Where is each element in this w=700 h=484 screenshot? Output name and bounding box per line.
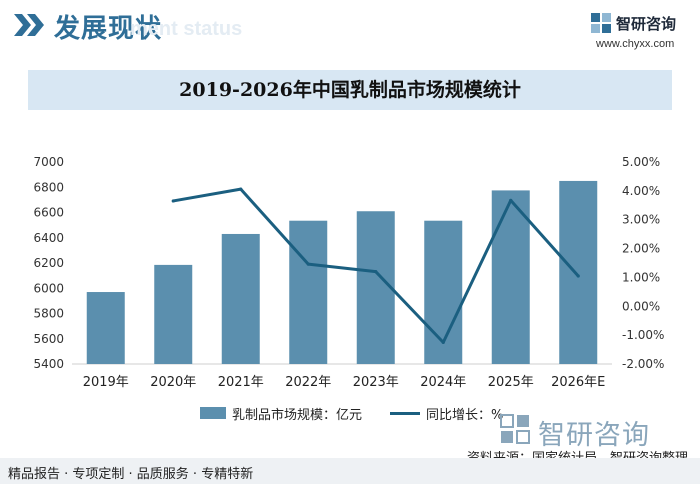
brand-logo-icon (591, 13, 611, 33)
y-right-tick-label: 5.00% (622, 155, 660, 169)
y-right-tick-label: 2.00% (622, 242, 660, 256)
y-left-tick-label: 6600 (33, 206, 64, 220)
y-right-tick-label: -1.00% (622, 328, 664, 342)
y-right-tick-label: 3.00% (622, 213, 660, 227)
y-left-tick-label: 6200 (33, 256, 64, 270)
line-point[interactable] (441, 340, 445, 344)
y-right-tick-label: -2.00% (622, 357, 664, 371)
line-point[interactable] (509, 198, 513, 202)
y-right-tick-label: 0.00% (622, 299, 660, 313)
line-point[interactable] (239, 187, 243, 191)
page-title: 发展现状 (54, 14, 163, 44)
x-tick-label: 2019年 (83, 375, 129, 390)
line-point[interactable] (171, 199, 175, 203)
bar[interactable] (86, 292, 125, 364)
bar[interactable] (356, 211, 395, 364)
legend-bar-label: 乳制品市场规模：亿元 (232, 408, 363, 423)
ghost-subtitle: ment status (130, 18, 243, 40)
bar[interactable] (559, 180, 598, 364)
watermark-logo: 智研咨询 (500, 412, 700, 451)
x-tick-label: 2025年 (488, 375, 534, 390)
legend-line-label: 同比增长：% (426, 408, 504, 423)
y-left-tick-label: 6800 (33, 180, 64, 194)
watermark-text: 智研咨询 (538, 420, 650, 451)
y-left-tick-label: 7000 (33, 155, 64, 169)
brand-url[interactable]: www.chyxx.com (596, 38, 675, 50)
x-tick-label: 2023年 (353, 375, 399, 390)
line-point[interactable] (374, 270, 378, 274)
bar[interactable] (221, 233, 260, 364)
double-chevron-icon (14, 14, 44, 36)
watermark-logo-icon (500, 414, 530, 444)
line-point[interactable] (306, 262, 310, 266)
y-right-tick-label: 4.00% (622, 184, 660, 198)
line-point[interactable] (576, 274, 580, 278)
y-left-tick-label: 5600 (33, 332, 64, 346)
y-left-tick-label: 5400 (33, 357, 64, 371)
combo-chart: 5400 5600 5800 6000 6200 6400 6600 6800 7000 -2.0… (33, 155, 664, 390)
y-left-tick-label: 6400 (33, 231, 64, 245)
brand-logo[interactable]: 智研咨询 www.chyxx.com (590, 12, 694, 52)
header: 发展现状 ment status 智研咨询 www.chyxx.com (0, 0, 700, 60)
footer: 精品报告 · 专项定制 · 品质服务 · 专精特新 (0, 458, 700, 484)
x-tick-label: 2021年 (218, 375, 264, 390)
footer-text: 精品报告 · 专项定制 · 品质服务 · 专精特新 (8, 467, 254, 482)
legend-bar-swatch (200, 407, 226, 419)
bar[interactable] (491, 190, 530, 364)
x-tick-label: 2020年 (150, 375, 196, 390)
legend-line-swatch (390, 412, 420, 415)
bar[interactable] (289, 220, 328, 364)
brand-name: 智研咨询 (616, 15, 677, 33)
y-left-tick-label: 6000 (33, 281, 64, 295)
chart-title: 2019-2026年中国乳制品市场规模统计 (179, 79, 521, 101)
y-right-tick-label: 1.00% (622, 270, 660, 284)
y-left-tick-label: 5800 (33, 307, 64, 321)
bar[interactable] (154, 264, 193, 364)
x-tick-label: 2024年 (420, 375, 466, 390)
x-tick-label: 2022年 (285, 375, 331, 390)
x-tick-label: 2026年E (551, 375, 605, 390)
chart-title-bar: 2019-2026年中国乳制品市场规模统计 (28, 70, 672, 110)
